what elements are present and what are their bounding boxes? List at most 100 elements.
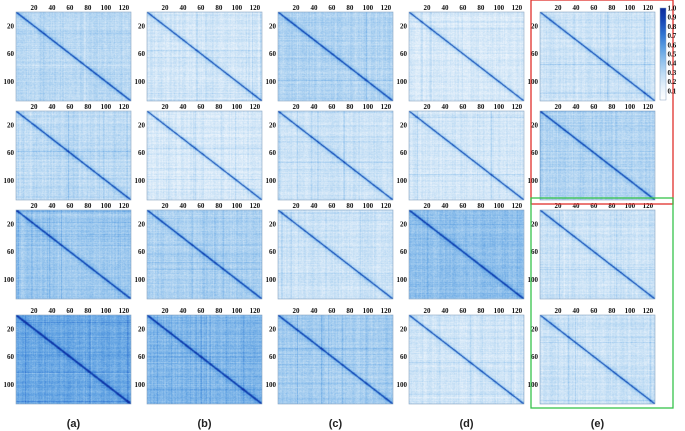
x-tick-label: 80: [477, 202, 485, 210]
x-tick-label: 20: [423, 103, 431, 111]
y-tick-label: 60: [531, 353, 539, 361]
x-tick-label: 120: [381, 4, 392, 12]
y-tick-label: 20: [400, 22, 408, 30]
x-tick-label: 100: [494, 307, 505, 315]
x-tick-label: 60: [197, 307, 205, 315]
panel-frame: [146, 11, 263, 102]
x-tick-label: 80: [608, 202, 616, 210]
heatmap-panel-r3-c1: 20 20 40 60 60 80 100 100 120: [4, 202, 132, 300]
x-tick-label: 100: [232, 103, 243, 111]
x-tick-label: 40: [441, 202, 449, 210]
y-tick-label: 20: [400, 220, 408, 228]
x-tick-label: 120: [119, 202, 130, 210]
x-tick-label: 120: [512, 307, 523, 315]
panel-frame: [539, 110, 656, 201]
x-tick-label: 60: [66, 103, 74, 111]
y-tick-label: 20: [269, 22, 277, 30]
x-tick-label: 20: [554, 4, 562, 12]
x-tick-label: 20: [423, 4, 431, 12]
y-tick-label: 60: [7, 353, 15, 361]
heatmap-cells: [147, 315, 262, 404]
x-tick-label: 100: [625, 103, 636, 111]
x-tick-label: 120: [250, 103, 261, 111]
y-tick-label: 60: [269, 50, 277, 58]
column-label-d: (d): [459, 418, 473, 430]
heatmap-panels: 20 20 40 60 60 80 100 100 120 20 20 40 60 60 80 100 100 1…: [4, 4, 656, 405]
colorbar-tick-label: 1.0: [668, 5, 677, 13]
heatmap-panel-r4-c4: 20 20 40 60 60 80 100 100 120: [397, 307, 525, 405]
x-tick-label: 20: [292, 103, 300, 111]
heatmap-cells: [16, 111, 131, 200]
heatmap-panel-r4-c1: 20 20 40 60 60 80 100 100 120: [4, 307, 132, 405]
heatmap-cells: [409, 210, 524, 299]
x-tick-label: 100: [363, 4, 374, 12]
x-tick-label: 60: [459, 202, 467, 210]
column-label-b: (b): [197, 418, 211, 430]
y-tick-label: 100: [135, 381, 146, 389]
x-tick-label: 20: [30, 103, 38, 111]
y-tick-label: 60: [400, 50, 408, 58]
panel-frame: [146, 110, 263, 201]
x-tick-label: 40: [48, 307, 56, 315]
x-tick-label: 40: [441, 103, 449, 111]
x-tick-label: 20: [161, 4, 169, 12]
y-tick-label: 100: [528, 381, 539, 389]
y-tick-label: 20: [7, 325, 15, 333]
y-tick-label: 100: [4, 276, 15, 284]
y-tick-label: 100: [397, 78, 408, 86]
x-tick-label: 60: [459, 4, 467, 12]
y-tick-label: 20: [7, 220, 15, 228]
x-tick-label: 40: [572, 4, 580, 12]
heatmap-panel-r2-c2: 20 20 40 60 60 80 100 100 120: [135, 103, 263, 201]
x-tick-label: 120: [512, 4, 523, 12]
x-tick-label: 20: [292, 202, 300, 210]
x-tick-label: 120: [250, 4, 261, 12]
heatmap-panel-r2-c1: 20 20 40 60 60 80 100 100 120: [4, 103, 132, 201]
y-tick-label: 20: [138, 325, 146, 333]
heatmap-panel-r1-c2: 20 20 40 60 60 80 100 100 120: [135, 4, 263, 102]
highlight-box-green: [530, 197, 674, 409]
colorbar-tick-label: 0.3: [668, 69, 677, 77]
heatmap-panel-r1-c1: 20 20 40 60 60 80 100 100 120: [4, 4, 132, 102]
y-tick-label: 20: [531, 121, 539, 129]
x-tick-label: 60: [328, 4, 336, 12]
x-tick-label: 100: [494, 4, 505, 12]
x-tick-label: 100: [363, 307, 374, 315]
y-tick-label: 60: [531, 248, 539, 256]
panel-frame: [539, 11, 656, 102]
panel-frame: [15, 314, 132, 405]
x-tick-label: 60: [328, 307, 336, 315]
y-tick-label: 100: [135, 78, 146, 86]
x-tick-label: 100: [101, 103, 112, 111]
heatmap-cells: [540, 210, 655, 299]
x-tick-label: 20: [161, 307, 169, 315]
heatmap-cells: [278, 12, 393, 101]
x-tick-label: 80: [215, 202, 223, 210]
y-tick-label: 20: [269, 325, 277, 333]
y-tick-label: 100: [528, 276, 539, 284]
heatmap-panel-r1-c3: 20 20 40 60 60 80 100 100 120: [266, 4, 394, 102]
y-tick-label: 100: [397, 381, 408, 389]
colorbar-tick-label: 0.2: [668, 78, 677, 86]
x-tick-label: 80: [346, 307, 354, 315]
x-tick-label: 40: [179, 202, 187, 210]
x-tick-label: 100: [101, 307, 112, 315]
y-tick-label: 100: [528, 78, 539, 86]
heatmap-cells: [16, 210, 131, 299]
heatmap-cells: [147, 111, 262, 200]
y-tick-label: 60: [531, 149, 539, 157]
panel-frame: [408, 110, 525, 201]
panel-frame: [408, 209, 525, 300]
x-tick-label: 120: [643, 307, 654, 315]
x-tick-label: 80: [215, 307, 223, 315]
x-tick-label: 40: [48, 4, 56, 12]
column-label-a: (a): [67, 418, 81, 430]
heatmap-panel-r3-c5: 20 20 40 60 60 80 100 100 120: [528, 202, 656, 300]
x-tick-label: 60: [66, 202, 74, 210]
y-tick-label: 20: [7, 22, 15, 30]
y-tick-label: 100: [4, 78, 15, 86]
heatmap-panel-r2-c5: 20 20 40 60 60 80 100 100 120: [528, 103, 656, 201]
x-tick-label: 60: [197, 4, 205, 12]
column-label-c: (c): [329, 418, 343, 430]
